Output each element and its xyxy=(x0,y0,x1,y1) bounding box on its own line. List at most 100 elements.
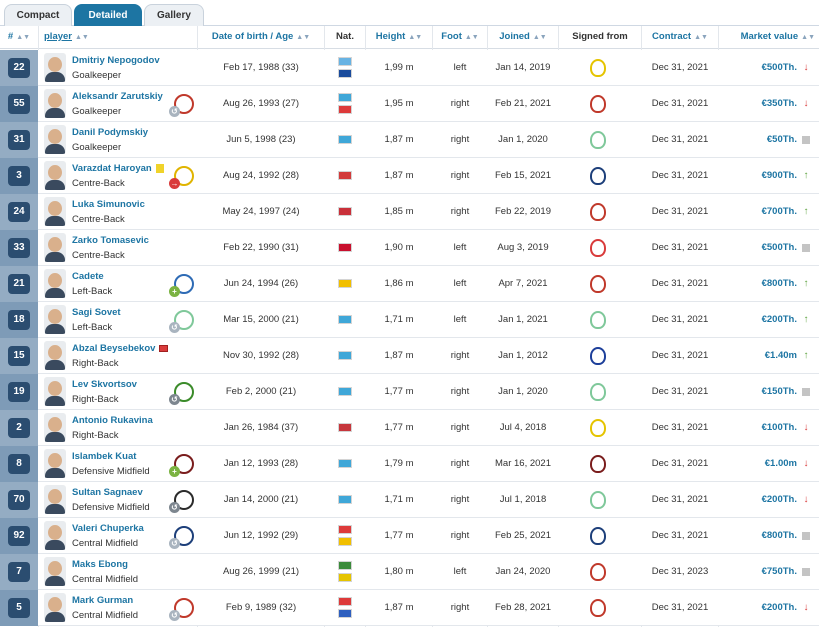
player-photo[interactable] xyxy=(44,233,66,262)
player-photo[interactable] xyxy=(44,161,66,190)
signed-from-club-logo-icon[interactable] xyxy=(590,563,606,581)
signed-from-club-logo-icon[interactable] xyxy=(590,59,606,77)
table-row[interactable]: 2 Antonio Rukavina Right-Back Jan 26, 1984 … xyxy=(0,410,819,446)
signed-from-club-logo-icon[interactable] xyxy=(590,491,606,509)
market-value-link[interactable]: €200Th. xyxy=(761,314,797,325)
player-name-link[interactable]: Aleksandr Zarutskiy xyxy=(72,91,163,102)
player-name[interactable]: Valeri Chuperka xyxy=(72,523,144,534)
table-row[interactable]: 70 Sultan Sagnaev Defensive Midfield ↺ Jan 1… xyxy=(0,482,819,518)
table-row[interactable]: 19 Lev Skvortsov Right-Back ↺ Feb 2, 2000 (2… xyxy=(0,374,819,410)
player-photo[interactable] xyxy=(44,305,66,334)
player-photo[interactable] xyxy=(44,269,66,298)
table-row[interactable]: 7 Maks Ebong Central Midfield Aug 26, 1999 … xyxy=(0,554,819,590)
signed-from-club-logo-icon[interactable] xyxy=(590,311,606,329)
market-value-link[interactable]: €150Th. xyxy=(761,386,797,397)
player-name[interactable]: Luka Simunovic xyxy=(72,199,145,210)
player-photo[interactable] xyxy=(44,341,66,370)
column-header-height[interactable]: Height ▲▼ xyxy=(375,31,423,42)
player-name-link[interactable]: Sultan Sagnaev xyxy=(72,487,143,498)
market-value-link[interactable]: €800Th. xyxy=(761,530,797,541)
table-row[interactable]: 31 Danil Podymskiy Goalkeeper Jun 5, 1998 (… xyxy=(0,122,819,158)
market-value-link[interactable]: €1.40m xyxy=(764,350,797,361)
player-name-link[interactable]: Dmitriy Nepogodov xyxy=(72,55,160,66)
signed-from-club-logo-icon[interactable] xyxy=(590,167,606,185)
player-name-link[interactable]: Islambek Kuat xyxy=(72,451,136,462)
market-value-link[interactable]: €900Th. xyxy=(761,170,797,181)
table-row[interactable]: 92 Valeri Chuperka Central Midfield ↺ Jun 12… xyxy=(0,518,819,554)
player-photo[interactable] xyxy=(44,377,66,406)
table-row[interactable]: 18 Sagi Sovet Left-Back ↺ Mar 15, 2000 (21) 1… xyxy=(0,302,819,338)
player-name[interactable]: Danil Podymskiy xyxy=(72,127,149,138)
player-photo[interactable] xyxy=(44,557,66,586)
player-name[interactable]: Islambek Kuat xyxy=(72,451,137,462)
column-header-number[interactable]: # ▲▼ xyxy=(7,31,31,42)
market-value-link[interactable]: €700Th. xyxy=(761,206,797,217)
player-name[interactable]: Cadete xyxy=(72,271,104,282)
player-name[interactable]: Sultan Sagnaev xyxy=(72,487,143,498)
player-photo[interactable] xyxy=(44,53,66,82)
table-row[interactable]: 55 Aleksandr Zarutskiy Goalkeeper ↺ Aug 26, … xyxy=(0,86,819,122)
signed-from-club-logo-icon[interactable] xyxy=(590,347,606,365)
player-name-link[interactable]: Cadete xyxy=(72,271,104,282)
player-name[interactable]: Dmitriy Nepogodov xyxy=(72,55,160,66)
signed-from-club-logo-icon[interactable] xyxy=(590,383,606,401)
player-name-link[interactable]: Zarko Tomasevic xyxy=(72,235,149,246)
table-row[interactable]: 3 Varazdat Haroyan Centre-Back → Aug 24, 199… xyxy=(0,158,819,194)
tab-detailed[interactable]: Detailed xyxy=(74,4,142,26)
player-photo[interactable] xyxy=(44,125,66,154)
player-name[interactable]: Antonio Rukavina xyxy=(72,415,153,426)
market-value-link[interactable]: €200Th. xyxy=(761,494,797,505)
signed-from-club-logo-icon[interactable] xyxy=(590,203,606,221)
player-photo[interactable] xyxy=(44,521,66,550)
player-name-link[interactable]: Luka Simunovic xyxy=(72,199,145,210)
market-value-link[interactable]: €100Th. xyxy=(761,422,797,433)
table-row[interactable]: 5 Mark Gurman Central Midfield ↺ Feb 9, 1989… xyxy=(0,590,819,626)
player-photo[interactable] xyxy=(44,197,66,226)
player-name[interactable]: Maks Ebong xyxy=(72,559,128,570)
player-photo[interactable] xyxy=(44,413,66,442)
player-name[interactable]: Varazdat Haroyan xyxy=(72,163,152,174)
signed-from-club-logo-icon[interactable] xyxy=(590,239,606,257)
player-photo[interactable] xyxy=(44,593,66,622)
player-name[interactable]: Mark Gurman xyxy=(72,595,134,606)
player-name-link[interactable]: Maks Ebong xyxy=(72,559,128,570)
player-name[interactable]: Lev Skvortsov xyxy=(72,379,137,390)
column-header-contract[interactable]: Contract ▲▼ xyxy=(652,31,708,42)
signed-from-club-logo-icon[interactable] xyxy=(590,455,606,473)
table-row[interactable]: 15 Abzal Beysebekov Right-Back Nov 30, 1992… xyxy=(0,338,819,374)
player-name-link[interactable]: Sagi Sovet xyxy=(72,307,121,318)
column-header-player[interactable]: player ▲▼ xyxy=(44,31,89,42)
player-name-link[interactable]: Varazdat Haroyan xyxy=(72,163,164,174)
signed-from-club-logo-icon[interactable] xyxy=(590,131,606,149)
player-name-link[interactable]: Antonio Rukavina xyxy=(72,415,153,426)
column-header-dob[interactable]: Date of birth / Age ▲▼ xyxy=(211,31,311,42)
player-photo[interactable] xyxy=(44,89,66,118)
table-row[interactable]: 8 Islambek Kuat Defensive Midfield + Jan 12,… xyxy=(0,446,819,482)
player-name[interactable]: Sagi Sovet xyxy=(72,307,121,318)
market-value-link[interactable]: €50Th. xyxy=(766,134,797,145)
column-header-foot[interactable]: Foot ▲▼ xyxy=(441,31,479,42)
market-value-link[interactable]: €1.00m xyxy=(764,458,797,469)
market-value-link[interactable]: €800Th. xyxy=(761,278,797,289)
player-name-link[interactable]: Mark Gurman xyxy=(72,595,133,606)
player-name-link[interactable]: Danil Podymskiy xyxy=(72,127,148,138)
table-row[interactable]: 33 Zarko Tomasevic Centre-Back Feb 22, 1990… xyxy=(0,230,819,266)
player-name[interactable]: Aleksandr Zarutskiy xyxy=(72,91,163,102)
signed-from-club-logo-icon[interactable] xyxy=(590,275,606,293)
player-name-link[interactable]: Abzal Beysebekov xyxy=(72,343,169,354)
signed-from-club-logo-icon[interactable] xyxy=(590,599,606,617)
market-value-link[interactable]: €350Th. xyxy=(761,98,797,109)
signed-from-club-logo-icon[interactable] xyxy=(590,527,606,545)
player-name[interactable]: Abzal Beysebekov xyxy=(72,343,156,354)
signed-from-club-logo-icon[interactable] xyxy=(590,95,606,113)
tab-compact[interactable]: Compact xyxy=(4,4,72,26)
market-value-link[interactable]: €500Th. xyxy=(761,242,797,253)
market-value-link[interactable]: €500Th. xyxy=(761,62,797,73)
column-header-joined[interactable]: Joined ▲▼ xyxy=(499,31,547,42)
column-header-market-value[interactable]: Market value ▲▼ xyxy=(740,31,815,42)
table-row[interactable]: 24 Luka Simunovic Centre-Back May 24, 1997 … xyxy=(0,194,819,230)
signed-from-club-logo-icon[interactable] xyxy=(590,419,606,437)
market-value-link[interactable]: €200Th. xyxy=(761,602,797,613)
player-name-link[interactable]: Lev Skvortsov xyxy=(72,379,137,390)
player-photo[interactable] xyxy=(44,485,66,514)
